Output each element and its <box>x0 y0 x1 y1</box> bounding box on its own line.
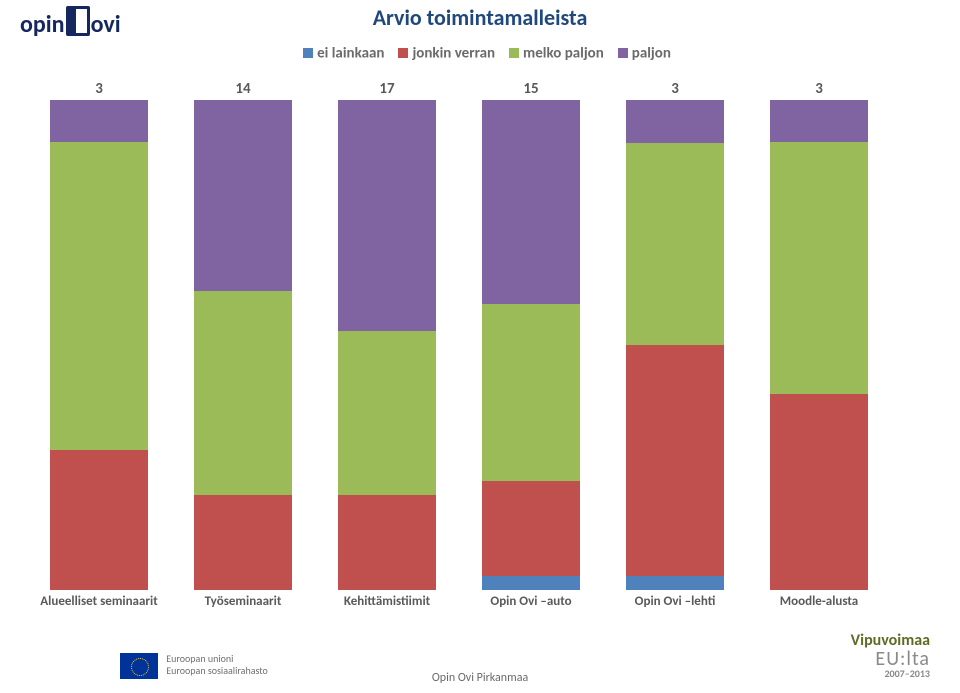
bar-column: 071217 <box>338 100 436 590</box>
data-label: 3 <box>50 80 148 98</box>
bar-segment: 7 <box>194 495 292 590</box>
bar-column: 116143 <box>626 100 724 590</box>
category-label: Työseminaarit <box>171 594 315 609</box>
bar-segment: 7 <box>482 481 580 576</box>
chart-title: Arvio toimintamalleista <box>0 4 960 31</box>
bar-segment: 1 <box>482 576 580 590</box>
bar-segment: 16 <box>626 345 724 576</box>
bar-segment: 3 <box>626 100 724 143</box>
bar-column: 014183 <box>770 100 868 590</box>
bar-segment: 15 <box>194 291 292 495</box>
bar-segment: 22 <box>50 142 148 450</box>
data-label: 14 <box>194 80 292 98</box>
bar-segment: 13 <box>482 304 580 481</box>
data-label: 3 <box>626 80 724 98</box>
bar-segment: 3 <box>770 100 868 142</box>
legend-swatch <box>303 48 313 58</box>
chart-plot: 010223Alueelliset seminaarit071514Työsem… <box>40 80 920 610</box>
legend-swatch <box>398 48 408 58</box>
footer-text: Opin Ovi Pirkanmaa <box>0 671 960 685</box>
bar-segment: 10 <box>50 450 148 590</box>
bar-segment: 14 <box>194 100 292 291</box>
bar-column: 010223 <box>50 100 148 590</box>
bar-segment: 14 <box>770 394 868 590</box>
bar-segment: 7 <box>338 495 436 590</box>
category-label: Alueelliset seminaarit <box>27 594 171 609</box>
bar-segment: 1 <box>626 576 724 590</box>
legend-label: jonkin verran <box>412 44 495 62</box>
legend-label: paljon <box>632 44 671 62</box>
data-label: 15 <box>482 80 580 98</box>
bar-segment: 12 <box>338 331 436 494</box>
legend-swatch <box>509 48 519 58</box>
legend-swatch <box>618 48 628 58</box>
legend-label: melko paljon <box>523 44 604 62</box>
bar-column: 071514 <box>194 100 292 590</box>
bar-column: 171315 <box>482 100 580 590</box>
category-label: Moodle-alusta <box>747 594 891 609</box>
bar-segment: 15 <box>482 100 580 304</box>
category-label: Kehittämistiimit <box>315 594 459 609</box>
data-label: 3 <box>770 80 868 98</box>
bar-segment: 3 <box>50 100 148 142</box>
vipu-line-2: EU:lta <box>851 649 930 669</box>
bar-segment: 17 <box>338 100 436 331</box>
data-label: 17 <box>338 80 436 98</box>
chart-legend: ei lainkaan jonkin verran melko paljon palj… <box>0 44 960 62</box>
category-label: Opin Ovi –auto <box>459 594 603 609</box>
bar-segment: 18 <box>770 142 868 394</box>
page-root: opinovi Arvio toimintamalleista ei laink… <box>0 0 960 693</box>
category-label: Opin Ovi –lehti <box>603 594 747 609</box>
bar-segment: 14 <box>626 143 724 345</box>
legend-label: ei lainkaan <box>317 44 384 62</box>
